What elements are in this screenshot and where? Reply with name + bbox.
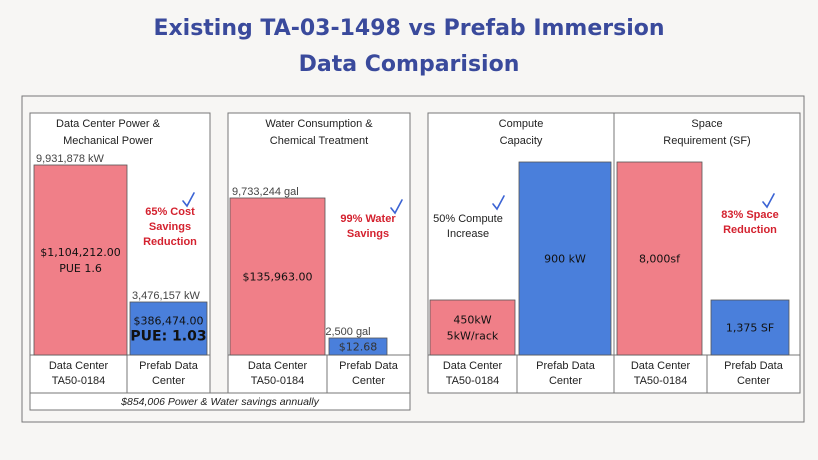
panel-title: Chemical Treatment — [270, 135, 368, 147]
bar-value-text: $1,104,212.00 — [40, 246, 120, 259]
bar-value-text: $135,963.00 — [243, 271, 313, 284]
category-label: TA50-0184 — [446, 375, 500, 387]
savings-callout: 99% Water — [340, 213, 396, 225]
bar-existing — [429, 299, 516, 356]
category-label: Prefab Data — [339, 360, 399, 372]
panel-title: Water Consumption & — [265, 118, 373, 130]
savings-callout: Savings — [149, 221, 191, 233]
savings-callout: 83% Space — [721, 209, 778, 221]
panel-title: Mechanical Power — [63, 135, 153, 147]
category-label: Prefab Data — [724, 360, 784, 372]
bar-value-text: PUE 1.6 — [59, 262, 102, 275]
category-label: Center — [152, 375, 185, 387]
checkmark-icon — [492, 195, 505, 211]
savings-callout: Reduction — [723, 224, 777, 236]
bar-total-label: 2,500 gal — [325, 326, 370, 338]
category-label: Prefab Data — [139, 360, 199, 372]
category-label: Data Center — [49, 360, 109, 372]
panel-title: Requirement (SF) — [663, 135, 750, 147]
savings-callout: Reduction — [143, 236, 197, 248]
bar-value-text: 450kW — [453, 314, 491, 327]
bar-total-label: 9,931,878 kW — [36, 153, 104, 165]
panel-title: Capacity — [500, 135, 543, 147]
bar-value-text: $386,474.00 — [134, 315, 204, 328]
category-label: Center — [737, 375, 770, 387]
bar-prefab — [710, 299, 790, 356]
bar-prefab — [518, 161, 612, 356]
savings-callout: 50% Compute — [433, 213, 503, 225]
bar-total-label: 3,476,157 kW — [132, 290, 200, 302]
savings-callout: Increase — [447, 228, 489, 240]
checkmark-icon — [182, 192, 195, 208]
footer-box — [29, 392, 411, 411]
bar-total-label: 9,733,244 gal — [232, 186, 299, 198]
bar-prefab — [129, 301, 208, 356]
category-label: TA50-0184 — [634, 375, 688, 387]
category-label: Data Center — [443, 360, 503, 372]
savings-callout: Savings — [347, 228, 389, 240]
bar-existing — [33, 164, 128, 356]
bar-value-text: 8,000sf — [639, 253, 681, 266]
checkmark-icon — [762, 193, 775, 209]
category-label: TA50-0184 — [52, 375, 106, 387]
checkmark-icon — [390, 199, 403, 215]
bar-existing — [229, 197, 326, 356]
category-label: Center — [549, 375, 582, 387]
bar-existing — [616, 161, 703, 356]
category-label: Center — [352, 375, 385, 387]
bar-value-text: PUE: 1.03 — [130, 329, 206, 345]
category-label: Prefab Data — [536, 360, 596, 372]
bar-value-text: $12.68 — [339, 341, 378, 354]
savings-callout: 65% Cost — [145, 206, 195, 218]
bar-value-text: 1,375 SF — [726, 322, 774, 335]
category-label: Data Center — [631, 360, 691, 372]
bar-value-text: 900 kW — [544, 253, 586, 266]
outer-frame — [21, 95, 805, 423]
category-label: TA50-0184 — [251, 375, 305, 387]
bar-value-text: 5kW/rack — [447, 330, 499, 343]
chart-title-line-2: Data Comparision — [298, 52, 520, 77]
chart-title-line-1: Existing TA-03-1498 vs Prefab Immersion — [153, 16, 665, 41]
bar-prefab — [328, 337, 388, 356]
panel-title: Space — [691, 118, 722, 130]
footer-note: $854,006 Power & Water savings annually — [120, 396, 319, 408]
category-label: Data Center — [248, 360, 308, 372]
panel-title: Data Center Power & — [56, 118, 161, 130]
panel-title: Compute — [499, 118, 544, 130]
